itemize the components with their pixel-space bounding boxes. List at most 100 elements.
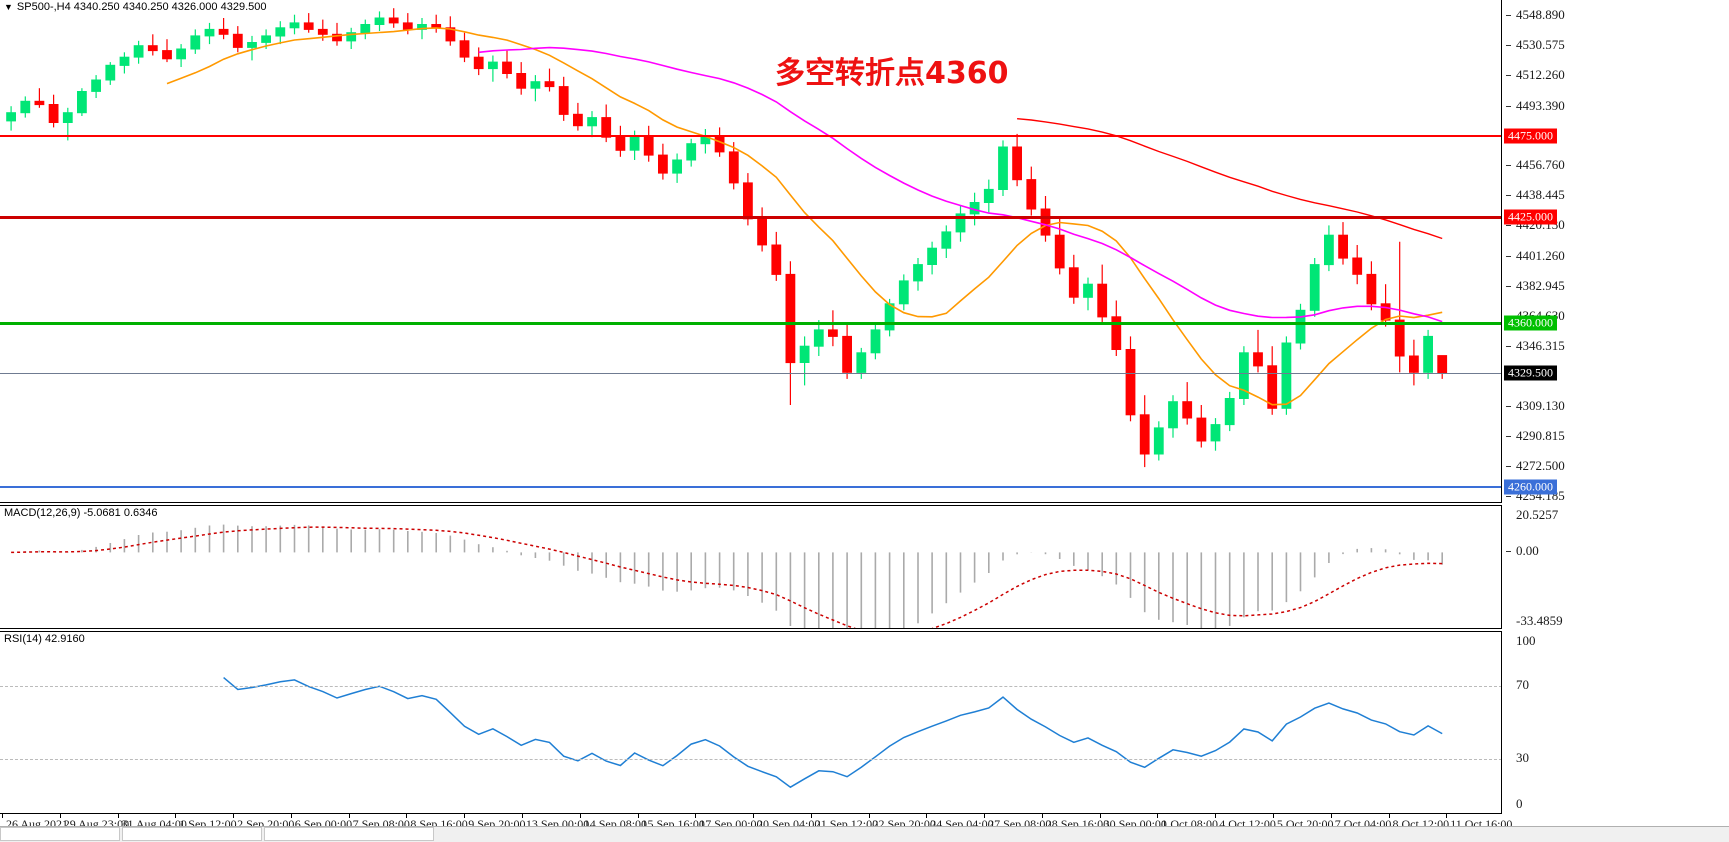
price-axis-label: 4438.445 [1516,187,1565,203]
candle-body [771,244,782,275]
candle-body [1366,273,1377,305]
price-axis[interactable]: 4548.890 4530.575 4512.260 4493.390 4456.760… [1502,0,1729,503]
candle-body [728,151,739,184]
price-badge-4260.000[interactable]: 4260.000 [1504,479,1557,495]
candle-body [743,182,753,220]
level-line-resistance-4475[interactable] [0,134,1501,137]
candle-body [913,264,923,282]
price-badge-4425.000[interactable]: 4425.000 [1504,209,1557,225]
macd-axis: 20.5257 0.00 -33.4859 [1502,505,1729,629]
candle-body [828,329,838,337]
candle-body [898,280,909,305]
time-axis-tick [406,814,408,818]
chart-annotation-text: 多空转折点4360 [775,56,1009,91]
status-bar [0,826,1729,842]
price-axis-tick [1506,496,1511,498]
candle-body [856,352,867,373]
rsi-panel[interactable] [0,631,1502,814]
macd-panel[interactable] [0,505,1502,629]
price-axis-tick [1506,406,1511,408]
price-chart-panel[interactable] [0,0,1502,503]
candle-body [1125,349,1136,416]
candle-body [473,56,484,70]
price-axis-tick [1506,44,1511,46]
time-axis-tick [117,814,119,818]
time-axis-tick [1446,814,1448,818]
candle-body [1040,208,1051,236]
candle-body [91,79,101,92]
rsi-indicator-label: RSI(14) 42.9160 [4,633,85,645]
candle-body [842,335,853,373]
level-line-support-4260[interactable] [0,485,1501,488]
macd-axis-label: 0.00 [1516,543,1539,559]
candle-body [275,27,286,37]
status-bar-segment-3 [264,827,434,841]
macd-plot-area[interactable] [0,506,1501,628]
candle-body [147,45,158,52]
price-axis-label: 4456.760 [1516,157,1565,173]
level-line-last-price-4329.5[interactable] [0,372,1501,374]
time-axis-tick [1330,814,1332,818]
price-candlestick-series [6,8,1448,468]
candle-body [558,86,569,115]
candle-body [190,35,201,50]
rsi-axis: 100 70 30 0 [1502,631,1729,814]
status-bar-segment-1 [0,827,120,841]
candle-body [247,42,257,48]
time-axis-tick [1041,814,1043,818]
candle-body [1210,424,1221,442]
macd-axis-tick [1506,551,1511,553]
price-badge-4475.000[interactable]: 4475.000 [1504,128,1557,143]
candle-body [799,345,810,364]
candle-body [1012,146,1023,181]
time-axis-tick [521,814,523,818]
level-line-pivot-4360[interactable] [0,321,1501,325]
rsi-series [223,677,1443,789]
time-axis-tick [1099,814,1101,818]
candle-body [402,22,413,30]
price-axis-label: 4382.945 [1516,277,1565,293]
rsi-level-30 [0,758,1501,760]
ma-fast-line [166,27,1443,406]
candle-body [884,303,895,331]
price-axis-label: 4401.260 [1516,248,1565,263]
candle-body [105,64,116,81]
candle-body [1239,352,1249,399]
time-axis-tick [1215,814,1217,818]
triangle-down-icon[interactable]: ▼ [4,2,13,12]
candle-body [530,81,541,89]
time-axis-tick [984,814,986,818]
candle-body [573,113,583,127]
macd-axis-label: -33.4859 [1516,613,1563,628]
candle-body [34,100,45,106]
candle-body [62,112,73,123]
rsi-line [223,677,1443,789]
candle-body [1295,309,1306,344]
price-axis-label: 4309.130 [1516,398,1565,414]
time-axis-tick [753,814,754,818]
price-badge-4329.500[interactable]: 4329.500 [1504,365,1557,381]
level-line-resistance-4425[interactable] [0,215,1501,219]
price-plot-area[interactable] [0,0,1501,502]
candle-body [941,231,952,249]
candle-body [1267,365,1278,409]
ma-slow-line [1017,118,1443,240]
candle-body [785,273,796,364]
candle-body [1324,234,1334,266]
candle-body [1224,398,1235,426]
candle-body [261,35,272,43]
price-badge-4360.000[interactable]: 4360.000 [1504,315,1557,331]
candle-body [983,188,994,203]
candle-body [1394,319,1405,357]
candle-body [757,218,768,246]
candle-body [332,33,342,42]
time-axis-tick [637,814,639,818]
candle-body [218,28,229,35]
time-axis-tick [1388,814,1390,818]
candle-body [346,32,357,42]
candle-body [643,135,654,156]
rsi-plot-area[interactable] [0,632,1501,813]
candle-body [77,91,87,114]
time-axis-tick [810,814,812,818]
rsi-level-70 [0,686,1501,688]
